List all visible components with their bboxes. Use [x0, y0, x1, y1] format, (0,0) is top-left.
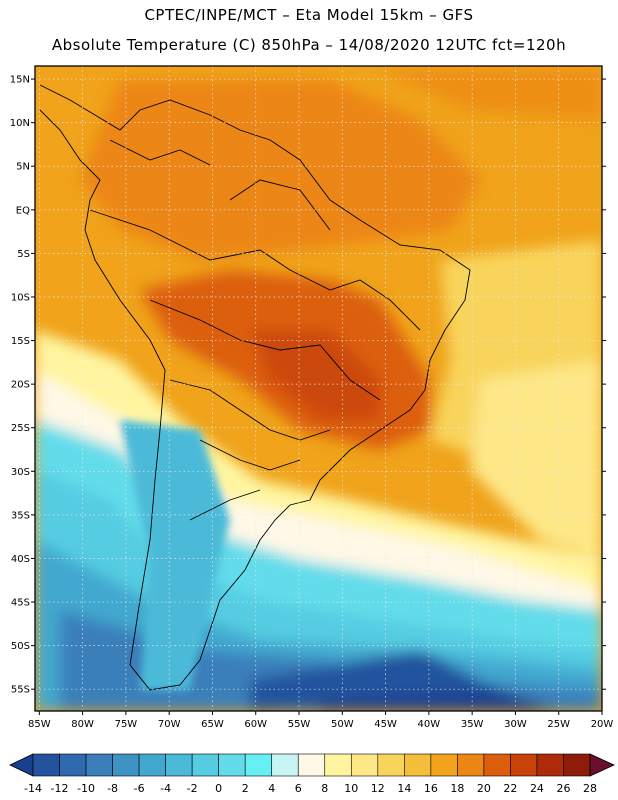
- colorbar-segment: [218, 753, 246, 777]
- colorbar-label: 4: [268, 782, 275, 795]
- lon-label: 45W: [374, 719, 397, 730]
- colorbar-label: -2: [187, 782, 198, 795]
- lon-label: 25W: [547, 719, 570, 730]
- colorbar-segment: [510, 753, 538, 777]
- colorbar-segment: [138, 753, 166, 777]
- lon-label: 20W: [591, 719, 614, 730]
- lon-label: 65W: [201, 719, 224, 730]
- colorbar-label: 22: [503, 782, 517, 795]
- colorbar-label: 12: [371, 782, 385, 795]
- latitude-ticks: 15N 10N 5N EQ 5S 10S 15S 20S 25S 30S 35S 40S 45S 50S 5…: [10, 75, 606, 696]
- colorbar-label: 26: [556, 782, 570, 795]
- lon-label: 70W: [158, 719, 181, 730]
- longitude-ticks: 85W 80W 75W 70W 65W 60W 55W 50W 45W 40W 35W 30W 25W 2…: [28, 711, 613, 730]
- colorbar-label: 8: [321, 782, 328, 795]
- lat-label: 10S: [11, 292, 30, 303]
- colorbar-segment: [244, 753, 273, 777]
- lat-label: 50S: [11, 641, 30, 652]
- colorbar-segment: [350, 753, 379, 777]
- map-subtitle: Absolute Temperature (C) 850hPa – 14/08/…: [51, 36, 567, 54]
- map-frame: [34, 65, 603, 712]
- colorbar-segment: [297, 753, 326, 777]
- coastlines: [39, 84, 471, 691]
- colorbar-label: 6: [295, 782, 302, 795]
- colorbar-segment: [85, 753, 113, 777]
- lon-label: 80W: [71, 719, 94, 730]
- lat-label: 40S: [11, 554, 30, 565]
- colorbar-segment: [112, 753, 140, 777]
- lat-label: EQ: [16, 205, 30, 216]
- colorbar-label: 14: [397, 782, 411, 795]
- colorbar-label: -6: [134, 782, 145, 795]
- graticule: [35, 66, 603, 711]
- lat-label: 30S: [11, 467, 30, 478]
- colorbar-segment: [59, 753, 87, 777]
- lon-label: 85W: [28, 719, 51, 730]
- lon-label: 75W: [115, 719, 138, 730]
- colorbar-min-arrow: [9, 753, 34, 777]
- colorbar-label: -4: [160, 782, 171, 795]
- lat-label: 15S: [11, 336, 30, 347]
- colorbar-segment: [191, 753, 219, 777]
- colorbar-segment: [563, 753, 591, 777]
- lat-label: 55S: [11, 685, 30, 696]
- lat-label: 25S: [11, 423, 30, 434]
- colorbar-segment: [32, 753, 60, 777]
- colorbar-label: 24: [530, 782, 544, 795]
- lat-label: 35S: [11, 510, 30, 521]
- lon-label: 60W: [244, 719, 267, 730]
- colorbar-segment: [536, 753, 564, 777]
- lat-label: 5S: [17, 249, 30, 260]
- lat-label: 10N: [10, 118, 30, 129]
- temperature-field: [35, 66, 602, 711]
- lat-label: 15N: [10, 75, 30, 86]
- lon-label: 30W: [504, 719, 527, 730]
- colorbar-segment: [324, 753, 352, 777]
- map-title: CPTEC/INPE/MCT – Eta Model 15km – GFS: [144, 6, 474, 24]
- colorbar-label: -8: [107, 782, 118, 795]
- colorbar-segment: [271, 753, 299, 777]
- colorbar-label: -12: [51, 782, 69, 795]
- colorbar-label: 0: [215, 782, 222, 795]
- lat-label: 20S: [11, 380, 30, 391]
- lon-label: 40W: [418, 719, 441, 730]
- colorbar-max-arrow: [589, 753, 615, 777]
- colorbar-label: 16: [424, 782, 438, 795]
- colorbar-label: 2: [242, 782, 249, 795]
- colorbar-label: 18: [450, 782, 464, 795]
- colorbar-label: -10: [77, 782, 95, 795]
- colorbar-segment: [165, 753, 193, 777]
- colorbar-segment: [457, 753, 485, 777]
- lat-label: 5N: [16, 162, 30, 173]
- colorbar-segment: [377, 753, 405, 777]
- lat-label: 45S: [11, 598, 30, 609]
- colorbar-segment: [404, 753, 432, 777]
- colorbar-label: -14: [24, 782, 42, 795]
- colorbar-segment: [483, 753, 511, 777]
- lon-label: 50W: [331, 719, 354, 730]
- colorbar-segment: [430, 753, 458, 777]
- colorbar: -14 -12 -10 -8 -6 -4 -2 0 2 4 6 8 10 12 14 16 18 20 22 24 26…: [9, 753, 615, 795]
- colorbar-label: 28: [583, 782, 597, 795]
- colorbar-label: 10: [344, 782, 358, 795]
- colorbar-label: 20: [477, 782, 491, 795]
- lon-label: 35W: [461, 719, 484, 730]
- lon-label: 55W: [288, 719, 311, 730]
